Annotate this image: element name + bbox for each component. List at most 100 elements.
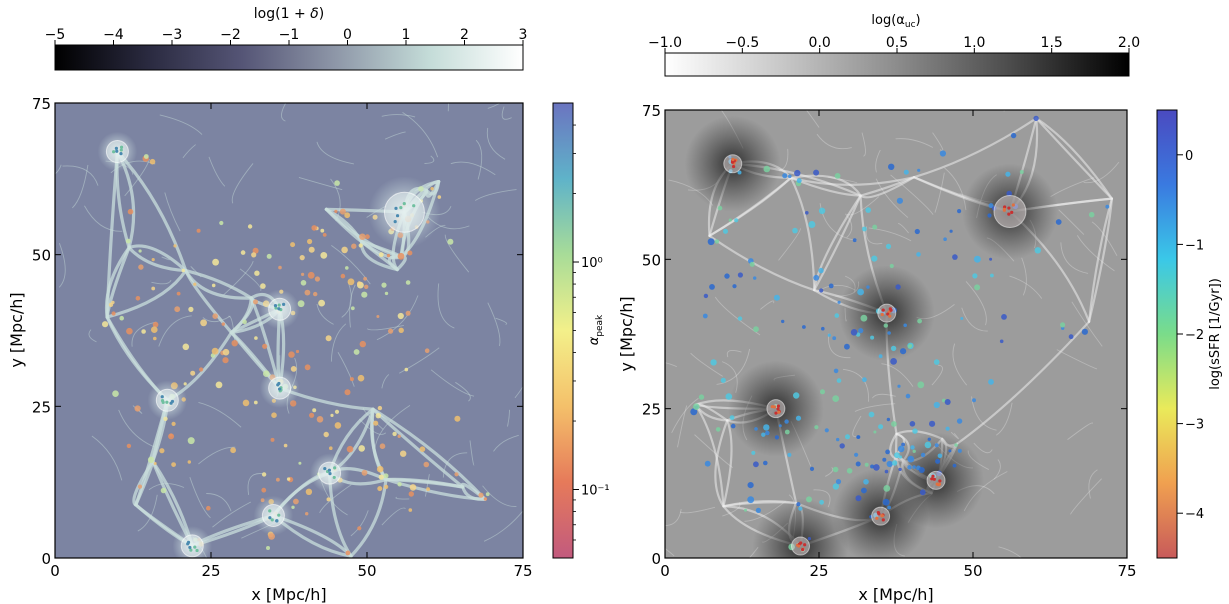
right-colorbar-label: log(αuc): [871, 13, 920, 30]
halo-point: [168, 433, 175, 440]
filament-strand: [1076, 235, 1115, 272]
halo-point: [924, 441, 932, 449]
halo-point: [261, 472, 267, 477]
halo-point: [1105, 204, 1110, 209]
y-tick-label: 25: [642, 401, 661, 419]
halo-point: [1010, 132, 1017, 139]
filament-strand: [222, 261, 254, 297]
halo-point: [182, 343, 190, 351]
halo-point: [341, 246, 348, 254]
cluster-member: [938, 479, 942, 483]
filament-strand: [677, 405, 688, 448]
halo-point: [862, 226, 867, 232]
halo-point: [987, 213, 992, 218]
halo-point: [836, 437, 840, 442]
filament: [813, 194, 862, 292]
halo-point: [187, 437, 195, 445]
cluster-member: [193, 545, 197, 549]
filament-strand: [190, 266, 202, 278]
right-plot-frame: [664, 109, 1128, 559]
filament-strand: [337, 352, 355, 387]
colorbar-tick-label: −3: [162, 27, 183, 43]
cluster-member: [275, 519, 279, 523]
cluster-member: [402, 202, 406, 206]
cluster-halo: [155, 388, 179, 412]
halo-point: [734, 218, 739, 223]
halo-point: [973, 255, 981, 263]
filament-strand: [679, 506, 716, 514]
halo-point: [171, 421, 176, 426]
halo-point: [426, 487, 430, 492]
filament: [1035, 117, 1114, 200]
cluster-member: [119, 145, 124, 149]
halo-point: [916, 252, 921, 257]
right-colorbar-ticks: −1.0 −0.5 0.0 0.5 1.0 1.5 2.0: [648, 35, 1140, 53]
halo-point: [956, 418, 963, 424]
cluster-member: [332, 475, 336, 480]
halo-point: [320, 252, 328, 259]
halo-point: [805, 211, 809, 215]
filament: [127, 244, 188, 273]
halo-point: [917, 168, 921, 172]
cluster-member: [274, 306, 278, 310]
filament-strand: [690, 352, 723, 377]
halo-point: [151, 258, 155, 262]
halo-point: [834, 313, 840, 318]
halo-point: [344, 389, 351, 396]
filament-strand: [281, 103, 287, 122]
x-tick-label: 75: [513, 562, 532, 580]
cluster-member: [731, 164, 736, 169]
halo-point: [407, 250, 413, 256]
cluster-member: [888, 314, 892, 318]
halo-point: [297, 300, 305, 308]
halo-point: [943, 237, 947, 241]
filament-strand: [722, 502, 741, 517]
filament-strand: [507, 409, 511, 427]
filament-strand: [961, 307, 988, 332]
halo-point: [251, 252, 257, 258]
filament: [371, 407, 487, 501]
halo-point: [437, 195, 442, 199]
filament-strand: [381, 114, 416, 118]
halo-point: [193, 282, 197, 286]
filament: [722, 419, 733, 508]
left-alpha-colorbar-ticks: 10⁻¹ 10⁰: [573, 124, 610, 541]
colorbar-tick-label: −2: [1185, 328, 1204, 343]
right-plot-area: [665, 110, 1127, 558]
halo-point: [288, 351, 295, 358]
filament-strand: [437, 283, 455, 329]
halo-point: [778, 424, 782, 428]
cluster-halo: [791, 536, 811, 556]
right-axis-ticks: 0 25 50 75 0 25 50 75: [642, 102, 1137, 580]
halo-point: [828, 283, 834, 289]
halo-point: [347, 278, 355, 286]
halo-point: [242, 399, 250, 407]
halo-point: [398, 327, 404, 333]
filament: [912, 117, 1038, 179]
cluster-member: [399, 206, 403, 210]
cluster-member: [115, 149, 119, 153]
filament-strand: [137, 494, 158, 532]
cluster-halo: [926, 470, 946, 490]
halo-point: [291, 505, 295, 509]
halo-point: [854, 452, 859, 457]
halo-point: [749, 261, 755, 267]
filament-strand: [442, 452, 468, 478]
halo-point: [326, 497, 331, 502]
colorbar-tick-label: 1.5: [1041, 35, 1063, 51]
cluster-member: [273, 304, 278, 308]
halo-point: [781, 319, 785, 324]
filament-strand: [881, 363, 914, 387]
filament-strand: [62, 165, 99, 186]
halo-point: [886, 417, 891, 422]
cluster-member: [119, 148, 123, 152]
y-tick-label: 75: [32, 95, 51, 113]
filament-strand: [845, 213, 853, 238]
cluster-member: [277, 513, 281, 517]
halo-point: [376, 465, 384, 473]
filament-strand: [358, 418, 387, 435]
filament: [708, 234, 816, 292]
filament-strand: [514, 385, 523, 399]
halo-point: [972, 398, 976, 403]
colorbar-tick-label: −5: [45, 27, 66, 43]
